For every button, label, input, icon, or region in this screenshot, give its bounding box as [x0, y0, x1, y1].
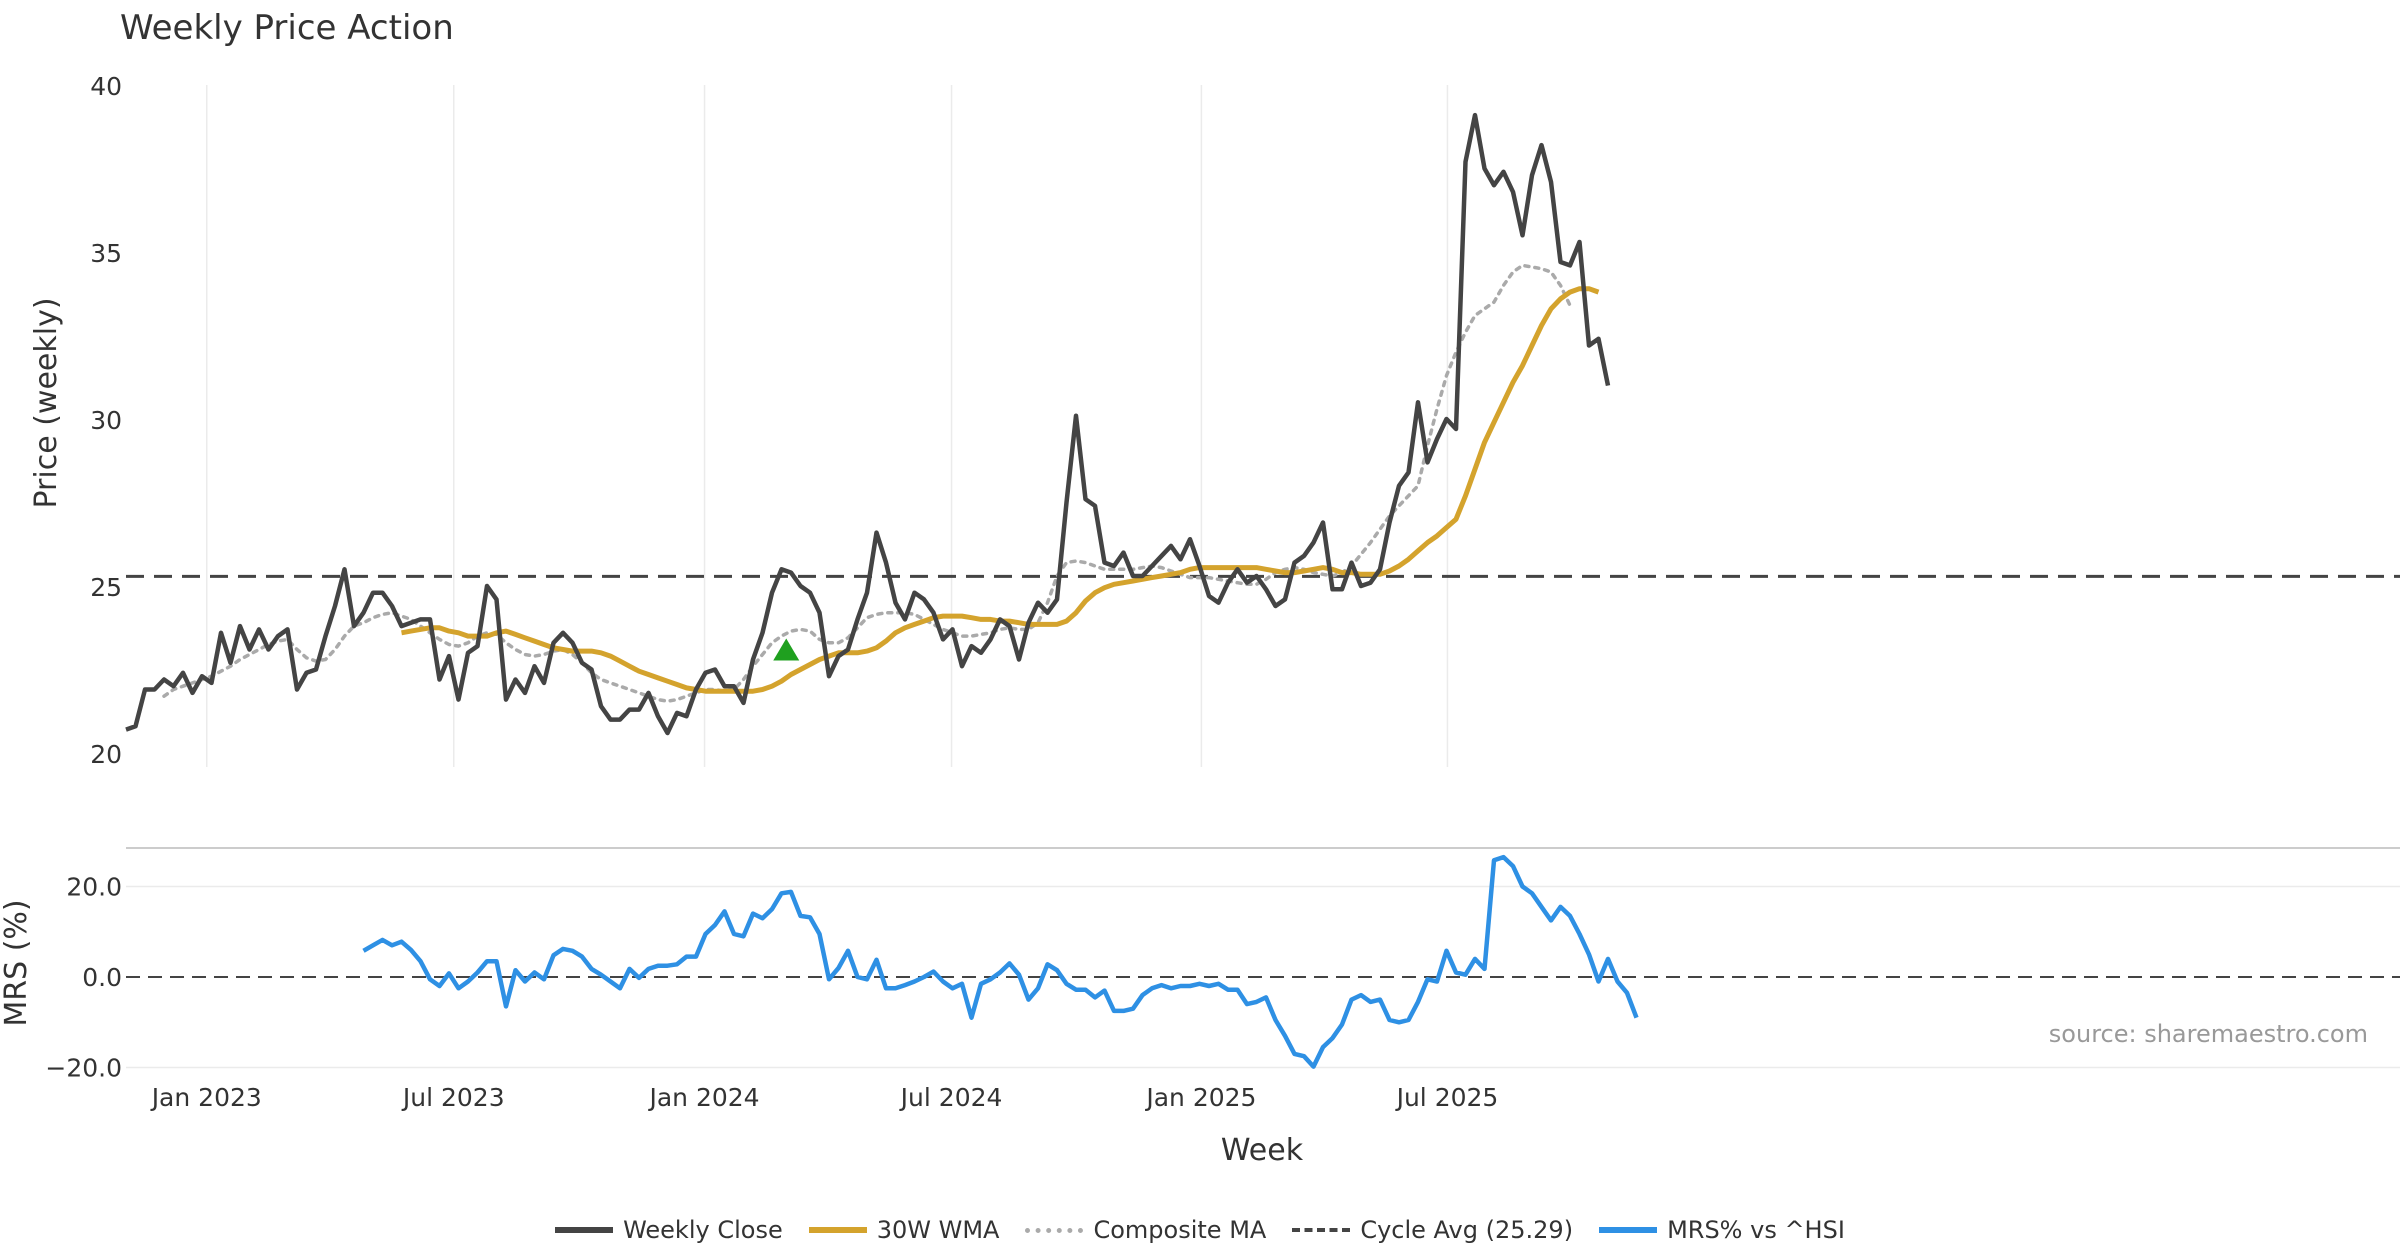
- x-tick-label: Jan 2023: [150, 1083, 262, 1112]
- wma-30w-line: [401, 286, 1600, 694]
- price-y-tick-label: 20: [90, 740, 122, 769]
- legend-item-mrs[interactable]: MRS% vs ^HSI: [1599, 1216, 1845, 1244]
- legend-swatch-cycle-avg: [1292, 1228, 1351, 1232]
- legend-swatch-weekly-close: [555, 1227, 614, 1233]
- legend-label: MRS% vs ^HSI: [1667, 1216, 1845, 1244]
- price-panel-grid: [206, 85, 1449, 767]
- legend-swatch-mrs: [1599, 1227, 1658, 1233]
- mrs-panel-grid: [126, 885, 2400, 1069]
- mrs-line: [362, 854, 1639, 1069]
- legend-label: Weekly Close: [623, 1216, 783, 1244]
- weekly-close-line: [125, 112, 1611, 736]
- axis-labels-group: 20 25 30 35 40 −20.0 0.0 20.0 Jan 2023 Jul 2023 Ja…: [45, 72, 1498, 1112]
- chart-legend: Weekly Close 30W WMA Composite MA Cycle …: [0, 1212, 2400, 1248]
- legend-label: Composite MA: [1093, 1216, 1267, 1244]
- legend-item-wma[interactable]: 30W WMA: [808, 1216, 1000, 1244]
- price-series-group: [125, 112, 2400, 736]
- mrs-series-group: [126, 854, 2400, 1069]
- mrs-y-tick-label: 20.0: [66, 873, 122, 902]
- legend-label: Cycle Avg (25.29): [1360, 1216, 1574, 1244]
- legend-item-composite-ma[interactable]: Composite MA: [1025, 1216, 1266, 1244]
- price-y-tick-label: 35: [90, 239, 122, 268]
- price-y-axis-label: Price (weekly): [29, 297, 64, 508]
- source-attribution: source: sharemaestro.com: [2048, 1020, 2368, 1048]
- mrs-y-tick-label: −20.0: [45, 1054, 122, 1083]
- legend-label: 30W WMA: [876, 1216, 1000, 1244]
- mrs-y-tick-label: 0.0: [82, 963, 122, 992]
- composite-ma-line: [162, 263, 1572, 703]
- price-y-tick-label: 40: [90, 72, 122, 101]
- legend-swatch-composite-ma: [1025, 1227, 1084, 1233]
- x-tick-label: Jul 2025: [1395, 1083, 1499, 1112]
- buy-signal-marker-icon: [773, 638, 800, 661]
- chart-title: Weekly Price Action: [120, 8, 454, 48]
- x-tick-label: Jan 2024: [647, 1083, 759, 1112]
- x-tick-label: Jul 2023: [401, 1083, 505, 1112]
- legend-swatch-wma: [808, 1227, 867, 1233]
- price-y-tick-label: 25: [90, 573, 122, 602]
- x-tick-label: Jul 2024: [899, 1083, 1003, 1112]
- legend-item-weekly-close[interactable]: Weekly Close: [555, 1216, 783, 1244]
- x-axis-label: Week: [1221, 1133, 1304, 1168]
- price-y-tick-label: 30: [90, 406, 122, 435]
- x-tick-label: Jan 2025: [1144, 1083, 1256, 1112]
- legend-item-cycle-avg[interactable]: Cycle Avg (25.29): [1292, 1216, 1573, 1244]
- mrs-y-axis-label: MRS (%): [0, 899, 34, 1026]
